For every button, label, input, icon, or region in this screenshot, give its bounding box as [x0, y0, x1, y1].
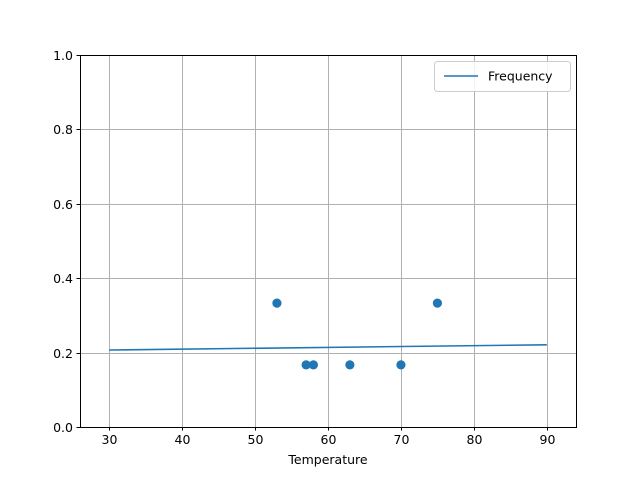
x-axis-title: Temperature — [287, 452, 367, 467]
ytick-label: 0.8 — [53, 122, 73, 137]
series-line-frequency — [109, 343, 547, 351]
axis-ticks: 30 40 50 60 70 80 90 0.0 0.2 0.4 0.6 0.8 1.0 — [53, 48, 555, 447]
xtick-label: 80 — [467, 432, 483, 447]
xtick-label: 70 — [394, 432, 410, 447]
ytick-label: 0.4 — [53, 271, 73, 286]
xtick-label: 50 — [248, 432, 264, 447]
scatter-point — [432, 298, 443, 308]
axis-labels: Temperature — [287, 452, 367, 467]
scatter-point — [396, 360, 406, 370]
xtick-label: 40 — [175, 432, 191, 447]
ytick-label: 0.2 — [53, 346, 73, 361]
grid-layer — [80, 55, 576, 427]
scatter-point — [345, 360, 355, 370]
scatter-point — [308, 360, 319, 370]
ytick-label: 1.0 — [53, 48, 73, 63]
scatter-point — [301, 360, 311, 370]
legend-box[interactable] — [434, 61, 571, 92]
xtick-label: 30 — [102, 432, 118, 447]
data-layer — [109, 298, 547, 370]
ytick-label: 0.6 — [53, 197, 73, 212]
xtick-label: 60 — [321, 432, 337, 447]
legend-label-frequency: Frequency — [488, 69, 553, 84]
scatter-point — [272, 298, 282, 308]
ytick-label: 0.0 — [53, 420, 73, 435]
legend[interactable]: Frequency — [434, 61, 571, 92]
xtick-label: 90 — [540, 432, 556, 447]
